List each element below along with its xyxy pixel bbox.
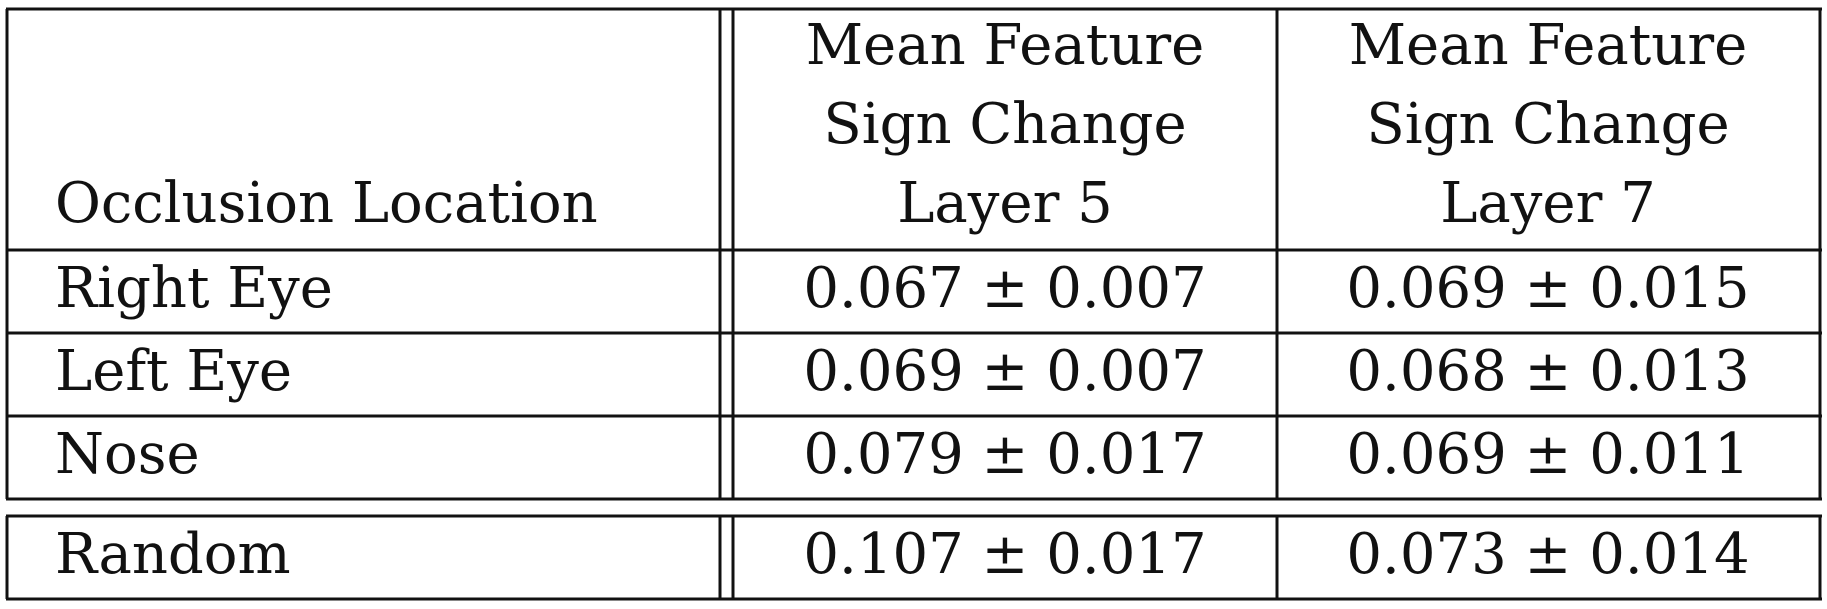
- header-layer5-line1: Mean Feature: [806, 13, 1205, 78]
- header-layer7-line1: Mean Feature: [1349, 13, 1748, 78]
- row-left-eye-layer7: 0.068 ± 0.013: [1346, 339, 1749, 404]
- header-layer5-line3: Layer 5: [897, 171, 1113, 236]
- row-nose-layer5: 0.079 ± 0.017: [803, 422, 1206, 487]
- row-nose-location: Nose: [55, 422, 200, 487]
- row-left-eye-location: Left Eye: [55, 339, 292, 404]
- row-nose-layer7: 0.069 ± 0.011: [1346, 422, 1749, 487]
- header-layer5-line2: Sign Change: [823, 92, 1186, 157]
- header-layer7-line2: Sign Change: [1366, 92, 1729, 157]
- header-layer7-line3: Layer 7: [1440, 171, 1656, 236]
- header-occlusion-location: Occlusion Location: [55, 171, 598, 236]
- row-random-location: Random: [55, 522, 291, 587]
- row-right-eye-layer7: 0.069 ± 0.015: [1346, 256, 1749, 321]
- row-right-eye-location: Right Eye: [55, 256, 333, 321]
- row-random-layer7: 0.073 ± 0.014: [1346, 522, 1749, 587]
- row-right-eye-layer5: 0.067 ± 0.007: [803, 256, 1206, 321]
- row-left-eye-layer5: 0.069 ± 0.007: [803, 339, 1206, 404]
- row-random-layer5: 0.107 ± 0.017: [803, 522, 1206, 587]
